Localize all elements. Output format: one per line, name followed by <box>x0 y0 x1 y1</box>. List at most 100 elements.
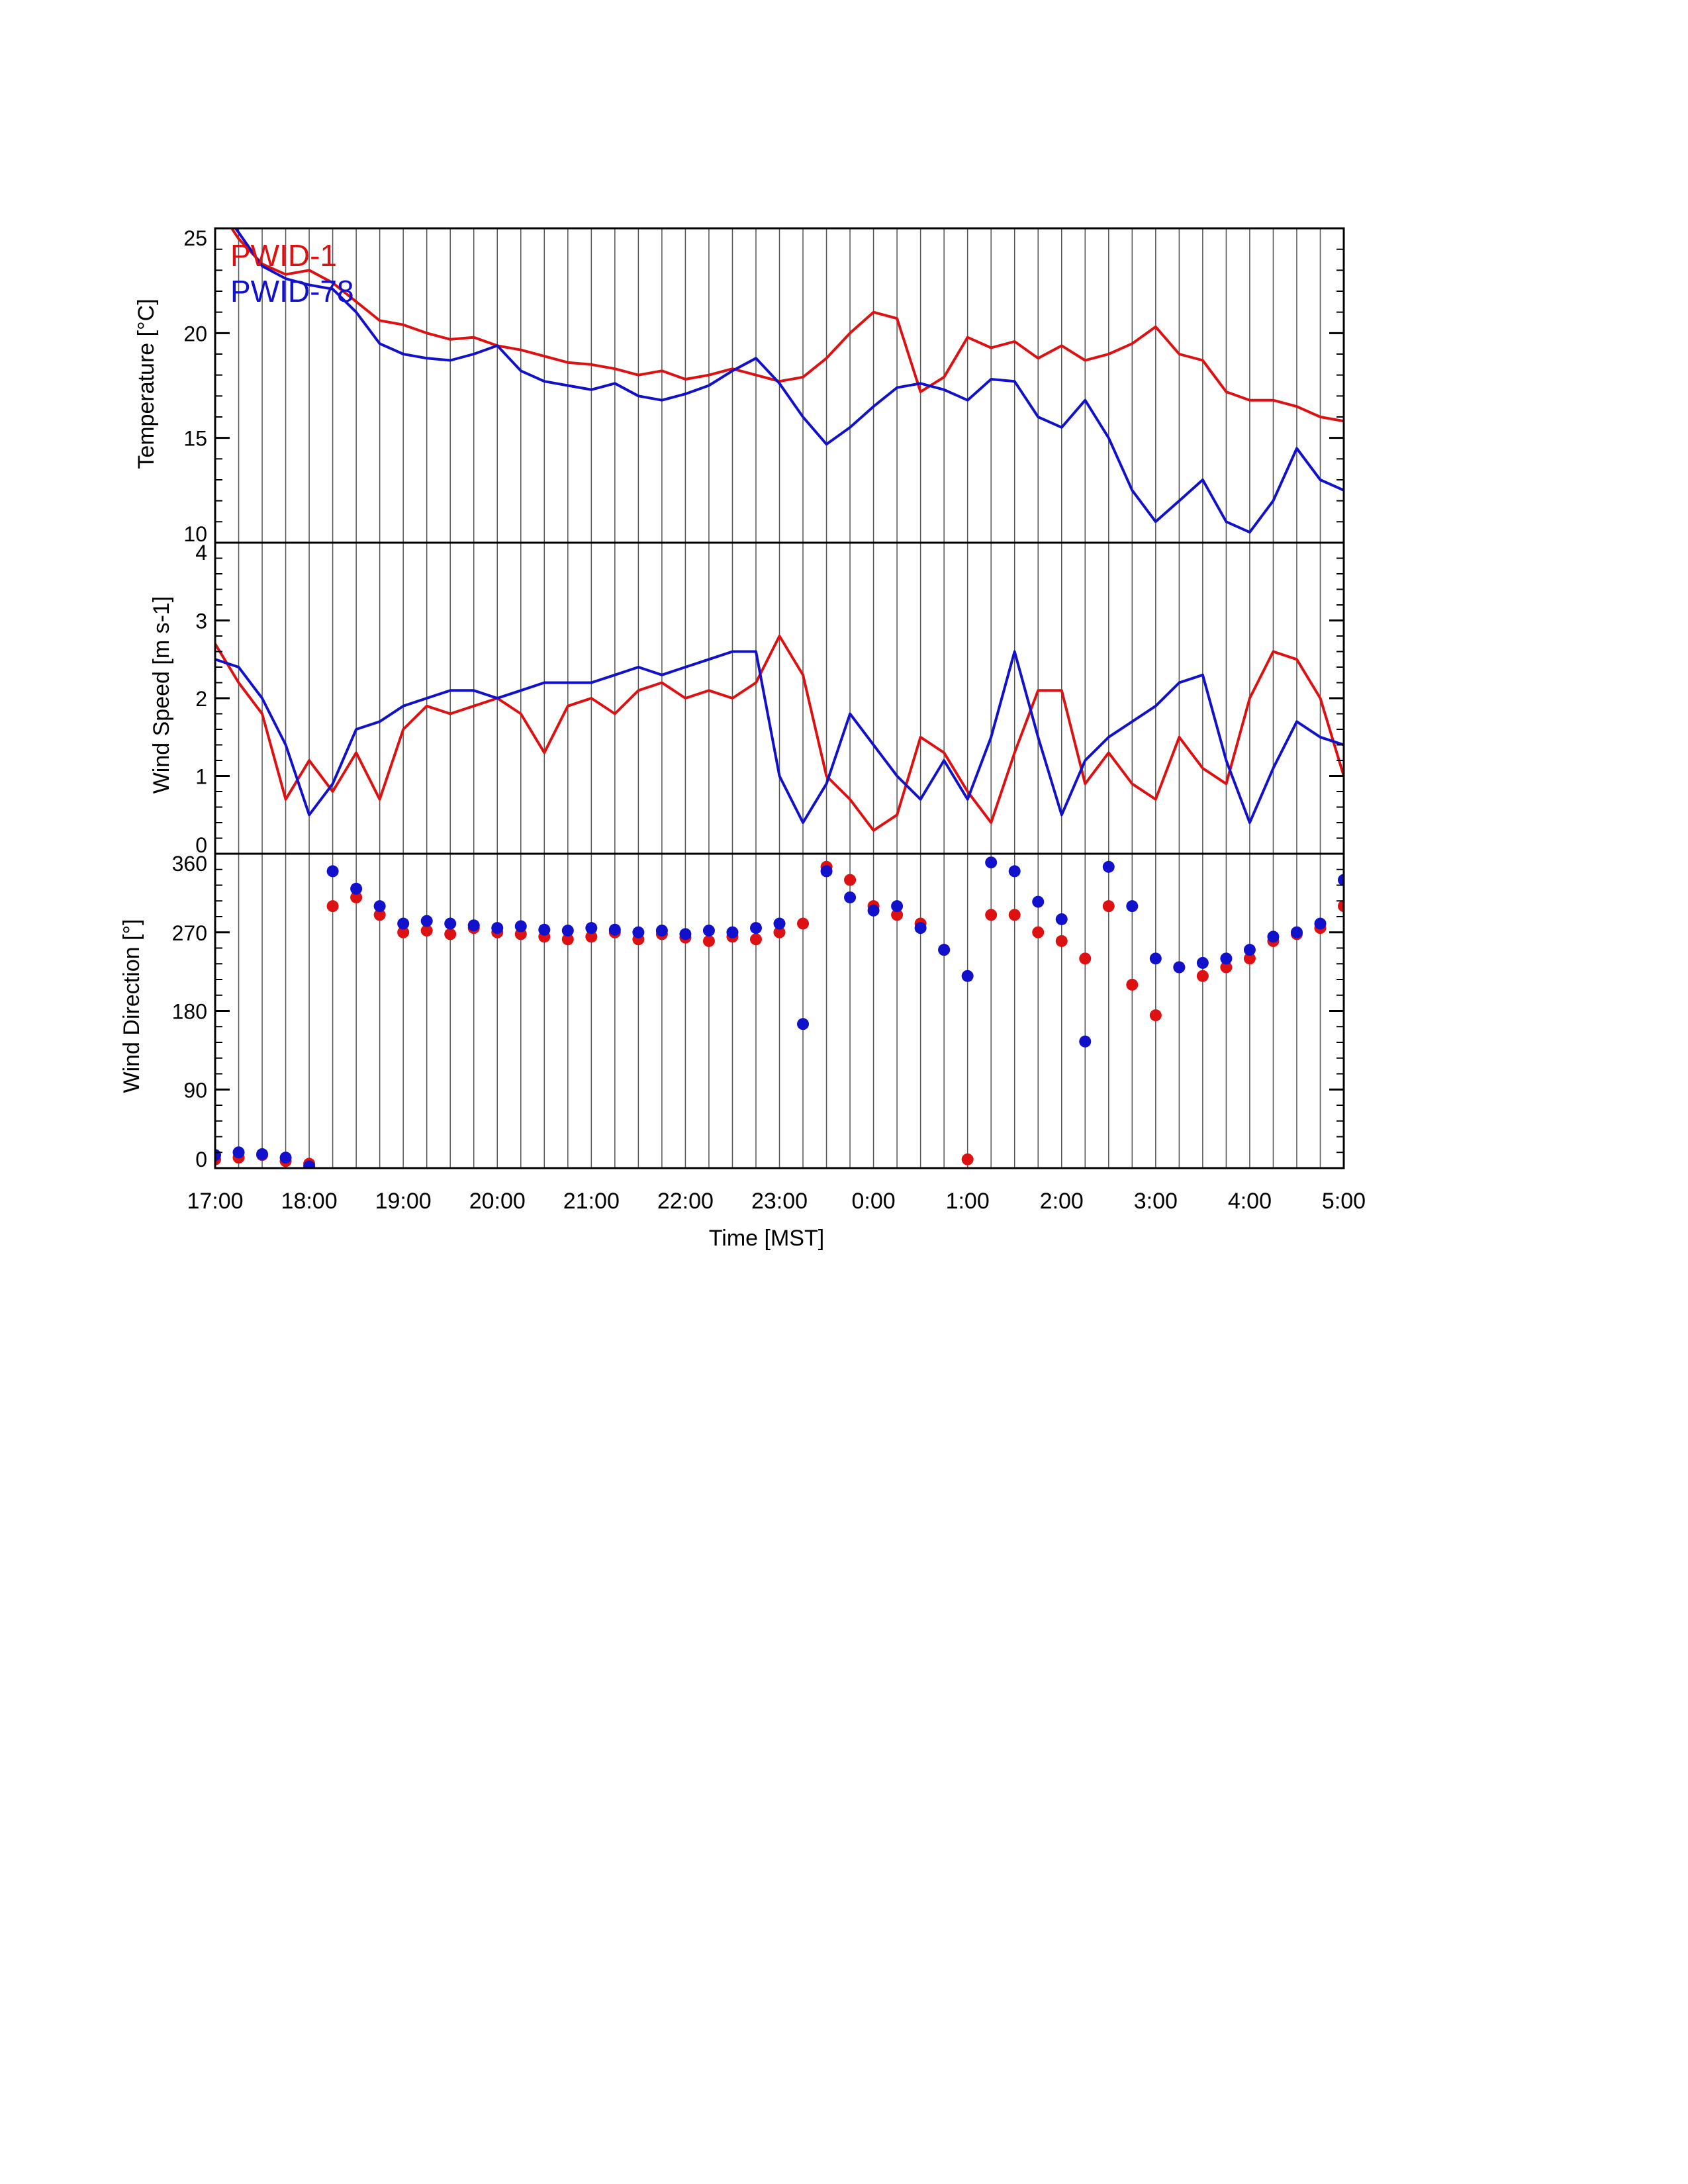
wind-direction-point-pwid-78 <box>1055 913 1068 925</box>
wind-direction-point-pwid-78 <box>938 944 951 956</box>
wind-direction-point-pwid-78 <box>1338 874 1344 886</box>
x-tick-label: 21:00 <box>563 1189 620 1214</box>
wind-direction-point-pwid-78 <box>891 900 904 913</box>
x-tick-label: 19:00 <box>375 1189 432 1214</box>
wind-direction-point-pwid-78 <box>985 856 998 869</box>
wind-direction-y-tick-label: 0 <box>195 1148 207 1171</box>
wind-speed-line-pwid-1 <box>215 635 1344 832</box>
wind-direction-point-pwid-1 <box>326 900 339 913</box>
vertical-gridlines <box>238 228 1321 1168</box>
wind-direction-point-pwid-78 <box>444 917 457 930</box>
x-tick-label: 0:00 <box>851 1189 895 1214</box>
temperature-plot-area <box>230 228 1344 534</box>
wind-direction-point-pwid-78 <box>1173 961 1186 974</box>
wind-speed-line-pwid-78 <box>215 650 1344 824</box>
wind-speed-y-tick-label: 2 <box>195 687 207 711</box>
wind-direction-point-pwid-78 <box>561 925 574 937</box>
temperature-line-pwid-1 <box>230 228 1344 423</box>
legend-label-pwid-78: PWID-78 <box>230 274 354 308</box>
wind-direction-point-pwid-1 <box>561 933 574 946</box>
wind-direction-point-pwid-78 <box>679 928 692 940</box>
wind-speed-y-tick-label: 0 <box>195 833 207 857</box>
temperature-y-tick-label: 15 <box>183 427 207 451</box>
x-tick-label: 18:00 <box>281 1189 338 1214</box>
wind-direction-point-pwid-78 <box>303 1160 316 1168</box>
wind-direction-point-pwid-1 <box>1149 1009 1162 1022</box>
wind-direction-point-pwid-78 <box>256 1148 269 1160</box>
wind-direction-point-pwid-78 <box>820 865 833 878</box>
wind-direction-point-pwid-78 <box>373 900 386 913</box>
wind-direction-point-pwid-78 <box>326 865 339 878</box>
wind-direction-point-pwid-78 <box>1220 952 1233 965</box>
wind-direction-point-pwid-78 <box>914 922 927 934</box>
wind-direction-point-pwid-78 <box>1149 952 1162 965</box>
wind-direction-plot-area <box>215 856 1344 1168</box>
y-axis-label-wind-direction: Wind Direction [°] <box>119 919 144 1093</box>
wind-direction-point-pwid-78 <box>773 917 786 930</box>
legend-label-pwid-1: PWID-1 <box>230 238 337 273</box>
wind-direction-point-pwid-1 <box>844 874 857 886</box>
x-tick-label: 2:00 <box>1040 1189 1084 1214</box>
x-tick-label: 23:00 <box>751 1189 808 1214</box>
tick-labels: 10 15 20 25 0 1 2 3 4 0 90 180 270 360 17:00 18:00 19:00… <box>172 226 1366 1214</box>
wind-direction-point-pwid-1 <box>961 1153 974 1165</box>
wind-direction-point-pwid-78 <box>420 915 433 927</box>
wind-direction-point-pwid-1 <box>1243 952 1256 965</box>
wind-direction-point-pwid-78 <box>1243 944 1256 956</box>
wind-direction-point-pwid-78 <box>726 926 739 938</box>
wind-direction-point-pwid-1 <box>1055 934 1068 947</box>
wind-direction-point-pwid-1 <box>444 928 457 940</box>
wind-direction-point-pwid-1 <box>1008 909 1021 921</box>
x-tick-label: 17:00 <box>187 1189 243 1214</box>
wind-direction-point-pwid-78 <box>1008 865 1021 878</box>
x-tick-label: 1:00 <box>946 1189 990 1214</box>
wind-direction-point-pwid-78 <box>491 922 504 934</box>
wind-direction-y-tick-label: 360 <box>172 852 207 876</box>
temperature-y-tick-label: 10 <box>183 522 207 546</box>
wind-speed-y-tick-label: 4 <box>195 541 207 565</box>
wind-direction-y-tick-label: 180 <box>172 1000 207 1024</box>
y-axis-label-wind-speed: Wind Speed [m s-1] <box>149 596 174 794</box>
wind-speed-plot-area <box>215 635 1344 832</box>
wind-direction-point-pwid-1 <box>1032 926 1045 938</box>
wind-direction-point-pwid-1 <box>797 917 810 930</box>
wind-direction-point-pwid-78 <box>1079 1035 1092 1048</box>
wind-direction-point-pwid-78 <box>1102 860 1115 873</box>
wind-direction-point-pwid-78 <box>797 1018 810 1030</box>
x-tick-label: 22:00 <box>657 1189 714 1214</box>
wind-direction-point-pwid-78 <box>397 917 410 930</box>
wind-direction-point-pwid-78 <box>749 922 762 934</box>
x-axis-label: Time [MST] <box>709 1226 824 1251</box>
wind-direction-point-pwid-1 <box>1338 900 1344 913</box>
wind-direction-point-pwid-1 <box>350 891 363 903</box>
wind-direction-point-pwid-78 <box>538 923 551 936</box>
wind-speed-y-tick-label: 1 <box>195 765 207 789</box>
wind-direction-point-pwid-78 <box>961 970 974 982</box>
y-axis-label-temperature: Temperature [°C] <box>134 298 159 469</box>
wind-direction-point-pwid-78 <box>844 891 857 903</box>
wind-direction-y-tick-label: 270 <box>172 921 207 945</box>
wind-direction-point-pwid-1 <box>373 909 386 921</box>
wind-direction-point-pwid-1 <box>773 926 786 938</box>
wind-direction-point-pwid-78 <box>350 882 363 895</box>
x-tick-label: 5:00 <box>1322 1189 1366 1214</box>
wind-direction-point-pwid-78 <box>1267 931 1280 943</box>
temperature-line-pwid-78 <box>234 228 1344 534</box>
wind-direction-y-tick-label: 90 <box>183 1078 207 1102</box>
wind-direction-point-pwid-1 <box>397 926 410 938</box>
wind-direction-point-pwid-78 <box>1032 895 1045 908</box>
wind-direction-point-pwid-78 <box>1126 900 1139 913</box>
wind-direction-point-pwid-1 <box>891 909 904 921</box>
wind-direction-point-pwid-1 <box>420 925 433 937</box>
wind-direction-point-pwid-78 <box>608 923 621 936</box>
data-series <box>215 228 1344 1168</box>
wind-direction-point-pwid-1 <box>1079 952 1092 965</box>
axes-frames <box>214 227 1345 1169</box>
wind-direction-point-pwid-1 <box>749 933 762 946</box>
x-tick-label: 3:00 <box>1134 1189 1178 1214</box>
temperature-y-tick-label: 20 <box>183 322 207 345</box>
wind-direction-point-pwid-78 <box>655 925 668 937</box>
wind-direction-point-pwid-1 <box>1102 900 1115 913</box>
x-tick-label: 20:00 <box>469 1189 526 1214</box>
wind-direction-point-pwid-78 <box>867 904 880 917</box>
